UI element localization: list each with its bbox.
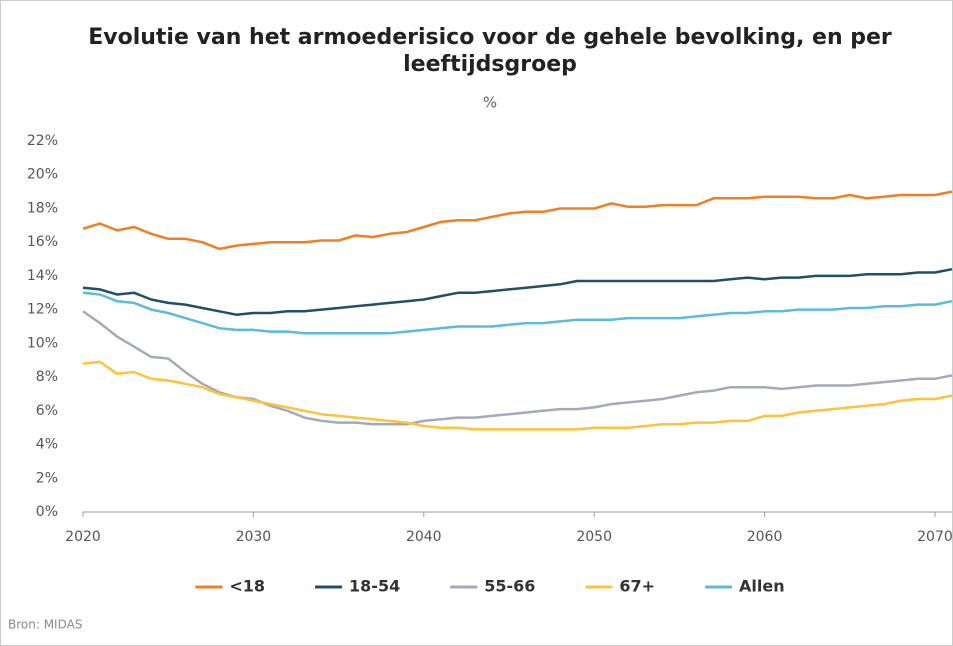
source: Bron: MIDAS — [8, 618, 82, 632]
series-line — [82, 190, 953, 251]
series-line — [82, 267, 953, 316]
y-tick-label: 14% — [27, 268, 58, 284]
legend-label: <18 — [229, 577, 265, 596]
y-tick-label: 4% — [36, 437, 58, 453]
x-tick-label: 2020 — [65, 529, 101, 545]
legend-label: 67+ — [619, 577, 655, 596]
series-line — [82, 291, 953, 335]
series-line — [82, 310, 953, 426]
x-tick-label: 2060 — [747, 529, 783, 545]
x-tick-label: 2050 — [576, 529, 612, 545]
x-tick-label: 2030 — [236, 529, 272, 545]
y-tick-label: 10% — [27, 335, 58, 351]
y-tick-label: 16% — [27, 234, 58, 250]
chart-title: Evolutie van het armoederisico voor de g… — [88, 25, 892, 77]
y-tick-label: 2% — [36, 470, 58, 486]
y-tick-label: 0% — [36, 504, 58, 520]
chart-subtitle: % — [483, 94, 497, 112]
y-tick-label: 12% — [27, 302, 58, 318]
y-tick-label: 8% — [36, 369, 58, 385]
legend-label: 55-66 — [484, 577, 535, 596]
y-tick-label: 22% — [27, 133, 58, 149]
y-tick-label: 6% — [36, 403, 58, 419]
x-tick-label: 2040 — [406, 529, 442, 545]
y-tick-label: 18% — [27, 200, 58, 216]
legend-label: Allen — [739, 577, 785, 596]
x-tick-label: 2070 — [917, 529, 953, 545]
y-tick-label: 20% — [27, 167, 58, 183]
series-line — [82, 360, 953, 431]
legend-label: 18-54 — [349, 577, 400, 596]
